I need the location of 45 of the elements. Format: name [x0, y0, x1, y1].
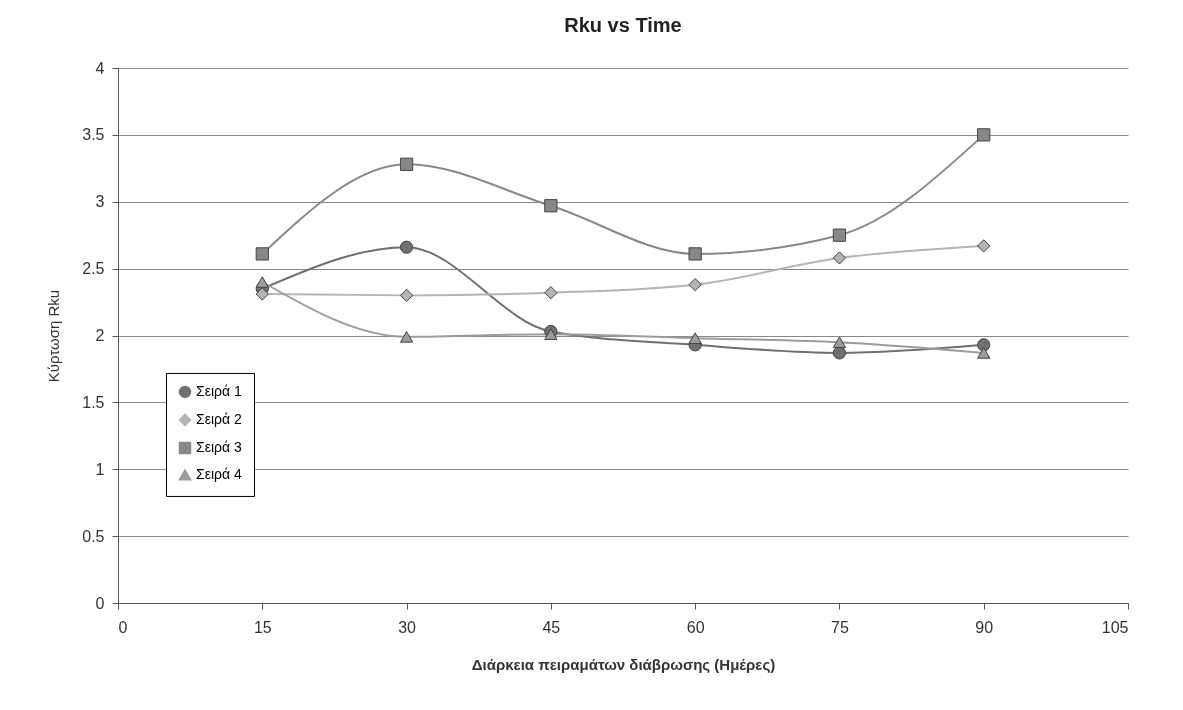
point	[544, 286, 558, 300]
point	[688, 278, 702, 292]
x-tick-label: 0	[118, 618, 128, 636]
y-tick-label: 0	[95, 594, 105, 612]
y-tick-label: 3.5	[82, 126, 105, 144]
point	[832, 228, 847, 242]
chart-title: Rku vs Time	[564, 14, 682, 36]
point	[688, 247, 702, 261]
point	[977, 128, 991, 142]
x-tick-label: 105	[1101, 618, 1129, 636]
point	[832, 251, 847, 265]
point	[688, 332, 702, 344]
y-tick-label: 2	[95, 327, 105, 344]
x-axis-title: Διάρκεια πειραμάτων διάβρωσης (Ημέρες)	[471, 655, 776, 673]
point	[255, 276, 269, 288]
y-tick-label: 4	[95, 59, 105, 77]
x-tick-label: 60	[686, 618, 705, 636]
y-tick-label: 0.5	[82, 527, 105, 545]
point	[832, 336, 847, 348]
point	[544, 199, 558, 213]
x-tick-label: 75	[831, 618, 849, 636]
point	[977, 338, 991, 352]
x-tick-label: 90	[975, 618, 994, 636]
y-axis-title: Κύρτωση Rku	[45, 289, 63, 383]
y-tick-label: 2.5	[82, 260, 105, 278]
point	[832, 346, 847, 360]
point	[977, 347, 991, 359]
x-tick-label: 15	[253, 618, 272, 636]
point	[544, 328, 558, 340]
point	[399, 331, 414, 343]
y-tick-label: 1.5	[82, 393, 105, 411]
legend-label: Σειρά 4	[196, 465, 242, 482]
point	[399, 288, 414, 302]
point	[977, 239, 991, 253]
point	[255, 287, 269, 301]
point	[399, 157, 414, 171]
point	[255, 247, 269, 261]
y-tick-label: 1	[95, 460, 105, 478]
x-tick-label: 30	[398, 618, 417, 636]
legend-label: Σειρά 2	[196, 410, 242, 427]
legend-label: Σειρά 1	[196, 382, 242, 399]
y-tick-label: 3	[95, 193, 105, 211]
legend-label: Σειρά 3	[196, 438, 242, 455]
point	[399, 240, 414, 254]
x-tick-label: 45	[542, 618, 561, 636]
